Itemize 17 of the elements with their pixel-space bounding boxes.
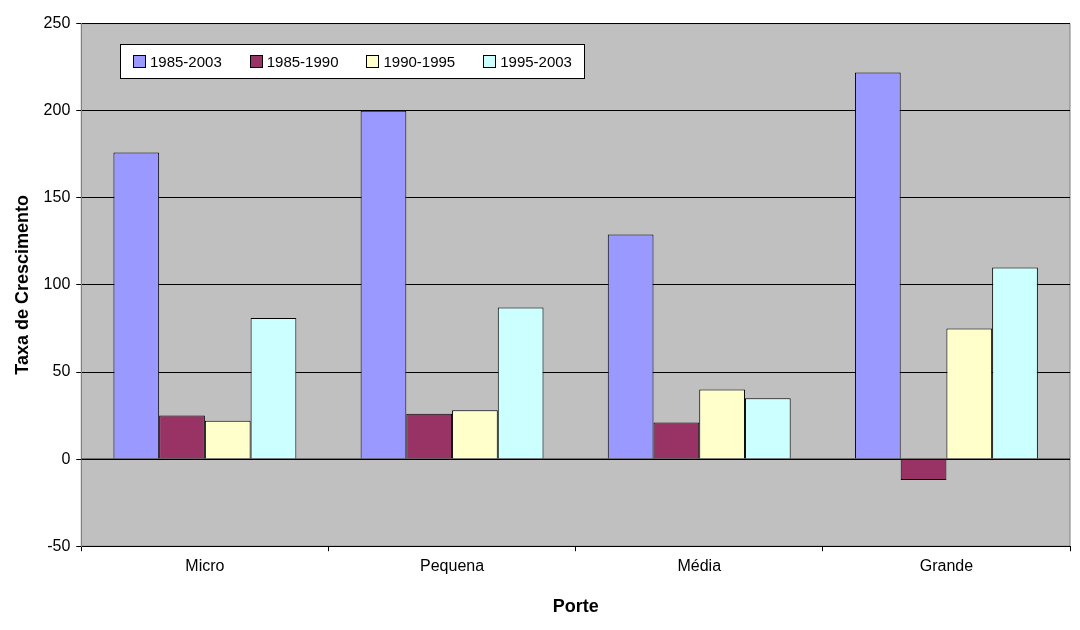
y-tick-label: 150 <box>43 188 71 206</box>
x-tick-label: Média <box>677 557 722 575</box>
x-tick-label: Micro <box>185 557 225 575</box>
y-tick-label: 50 <box>52 362 71 380</box>
legend-label: 1985-2003 <box>150 53 222 70</box>
legend-label: 1990-1995 <box>383 53 456 70</box>
x-tick-label: Grande <box>919 557 974 575</box>
y-tick-label: -50 <box>47 536 71 554</box>
legend-label: 1995-2003 <box>500 53 572 70</box>
y-tick-label: 200 <box>43 101 71 119</box>
y-axis-title: Taxa de Crescimento <box>11 195 32 375</box>
y-tick-label: 100 <box>43 275 71 293</box>
legend-label: 1985-1990 <box>266 53 339 70</box>
x-axis-title: Porte <box>552 596 599 617</box>
y-tick-label: 250 <box>43 14 71 32</box>
y-tick-label: 0 <box>61 449 71 467</box>
x-tick-label: Pequena <box>420 557 485 575</box>
